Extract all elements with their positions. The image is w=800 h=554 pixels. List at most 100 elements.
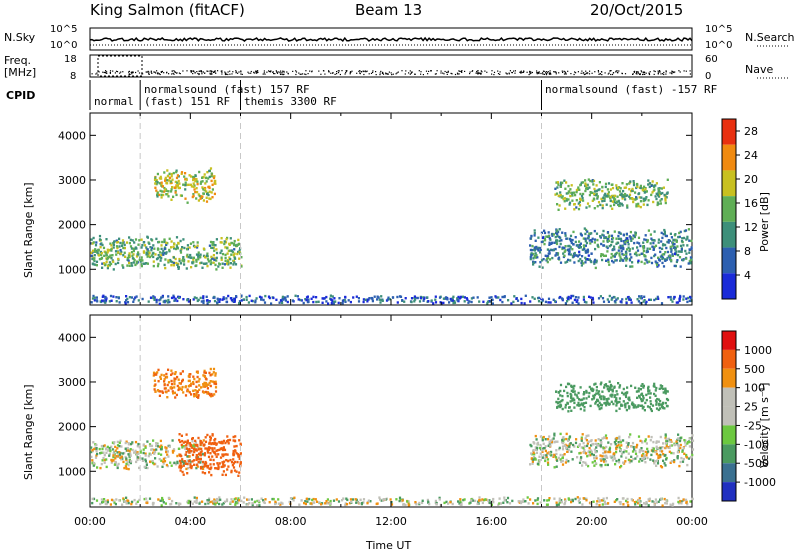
- power-echo: [115, 300, 118, 303]
- velocity-echo: [600, 440, 603, 444]
- power-echo: [621, 182, 624, 185]
- power-echo: [179, 249, 182, 252]
- velocity-echo: [691, 497, 694, 501]
- x-tick-label: 04:00: [174, 515, 206, 528]
- power-echo: [291, 299, 294, 302]
- power-echo: [218, 298, 221, 301]
- power-echo: [472, 296, 475, 299]
- power-echo: [593, 258, 597, 262]
- velocity-echo: [647, 450, 650, 453]
- power-echo: [567, 190, 570, 193]
- velocity-echo: [561, 441, 564, 445]
- nave-dot: [128, 70, 130, 72]
- velocity-echo: [138, 443, 141, 446]
- velocity-echo: [570, 385, 573, 389]
- velocity-echo: [193, 448, 196, 451]
- velocity-echo: [536, 498, 539, 502]
- velocity-echo: [329, 499, 332, 503]
- nave-dot: [440, 70, 442, 72]
- power-echo: [203, 173, 206, 176]
- power-echo: [607, 194, 610, 197]
- power-echo: [186, 244, 189, 247]
- power-echo: [196, 241, 199, 244]
- power-echo: [579, 258, 582, 261]
- velocity-echo: [559, 405, 562, 409]
- velocity-echo: [580, 403, 583, 406]
- power-echo: [569, 259, 572, 262]
- velocity-echo: [553, 432, 556, 435]
- power-echo: [176, 184, 179, 187]
- power-echo: [682, 244, 685, 247]
- velocity-echo: [196, 390, 199, 394]
- power-echo: [532, 252, 535, 256]
- power-echo: [376, 298, 379, 301]
- velocity-echo: [655, 452, 658, 456]
- velocity-echo: [660, 386, 663, 390]
- nave-dot: [648, 73, 650, 75]
- velocity-echo: [187, 379, 190, 383]
- power-echo: [553, 241, 556, 244]
- power-echo: [513, 295, 516, 298]
- velocity-echo: [192, 381, 195, 384]
- power-echo: [669, 247, 672, 250]
- velocity-echo: [262, 499, 265, 502]
- power-echo: [636, 298, 639, 301]
- nave-dot: [577, 71, 579, 73]
- power-echo: [552, 233, 555, 236]
- power-echo: [204, 182, 207, 185]
- power-echo: [228, 249, 231, 252]
- velocity-echo: [238, 439, 241, 442]
- velocity-echo: [152, 439, 155, 442]
- velocity-echo: [669, 439, 672, 442]
- velocity-echo: [535, 448, 538, 451]
- power-echo: [531, 248, 534, 252]
- velocity-colorbar-tick-label: -1000: [744, 476, 776, 489]
- velocity-echo: [369, 500, 372, 503]
- velocity-echo: [91, 459, 94, 462]
- velocity-echo: [463, 498, 466, 501]
- power-echo: [682, 298, 685, 301]
- nave-dot: [282, 74, 284, 76]
- nave-dot: [375, 71, 377, 73]
- power-echo: [206, 264, 209, 268]
- mode-label: normalsound (fast) 157 RF: [144, 83, 310, 96]
- nave-dot: [549, 70, 551, 72]
- velocity-echo: [599, 457, 602, 461]
- power-echo: [172, 195, 175, 198]
- power-echo: [653, 188, 656, 191]
- power-echo: [230, 253, 233, 256]
- power-echo: [665, 192, 668, 195]
- power-echo: [678, 231, 681, 235]
- power-echo: [105, 260, 108, 264]
- velocity-echo: [573, 390, 576, 393]
- velocity-echo: [196, 454, 199, 457]
- velocity-echo: [159, 375, 162, 379]
- nave-dot: [391, 74, 393, 76]
- velocity-echo: [594, 439, 597, 442]
- power-echo: [178, 259, 181, 263]
- velocity-echo: [213, 393, 216, 396]
- power-echo: [163, 299, 166, 303]
- velocity-echo: [182, 391, 185, 394]
- velocity-echo: [600, 407, 603, 410]
- velocity-echo: [144, 445, 147, 448]
- power-echo: [567, 258, 570, 262]
- power-echo: [583, 300, 586, 304]
- power-echo: [121, 239, 125, 242]
- power-echo: [606, 240, 609, 243]
- power-echo: [567, 250, 570, 253]
- power-echo: [331, 295, 334, 298]
- power-echo: [577, 202, 580, 205]
- power-echo: [201, 176, 204, 179]
- velocity-echo: [231, 464, 234, 467]
- power-echo: [177, 186, 180, 190]
- nave-dot: [345, 72, 347, 74]
- power-echo: [569, 194, 572, 198]
- power-echo: [419, 296, 422, 300]
- nave-dot: [150, 71, 152, 73]
- power-echo: [176, 299, 179, 303]
- velocity-echo: [96, 452, 99, 456]
- nave-dot: [585, 70, 587, 72]
- velocity-echo: [222, 446, 225, 449]
- velocity-echo: [616, 393, 619, 396]
